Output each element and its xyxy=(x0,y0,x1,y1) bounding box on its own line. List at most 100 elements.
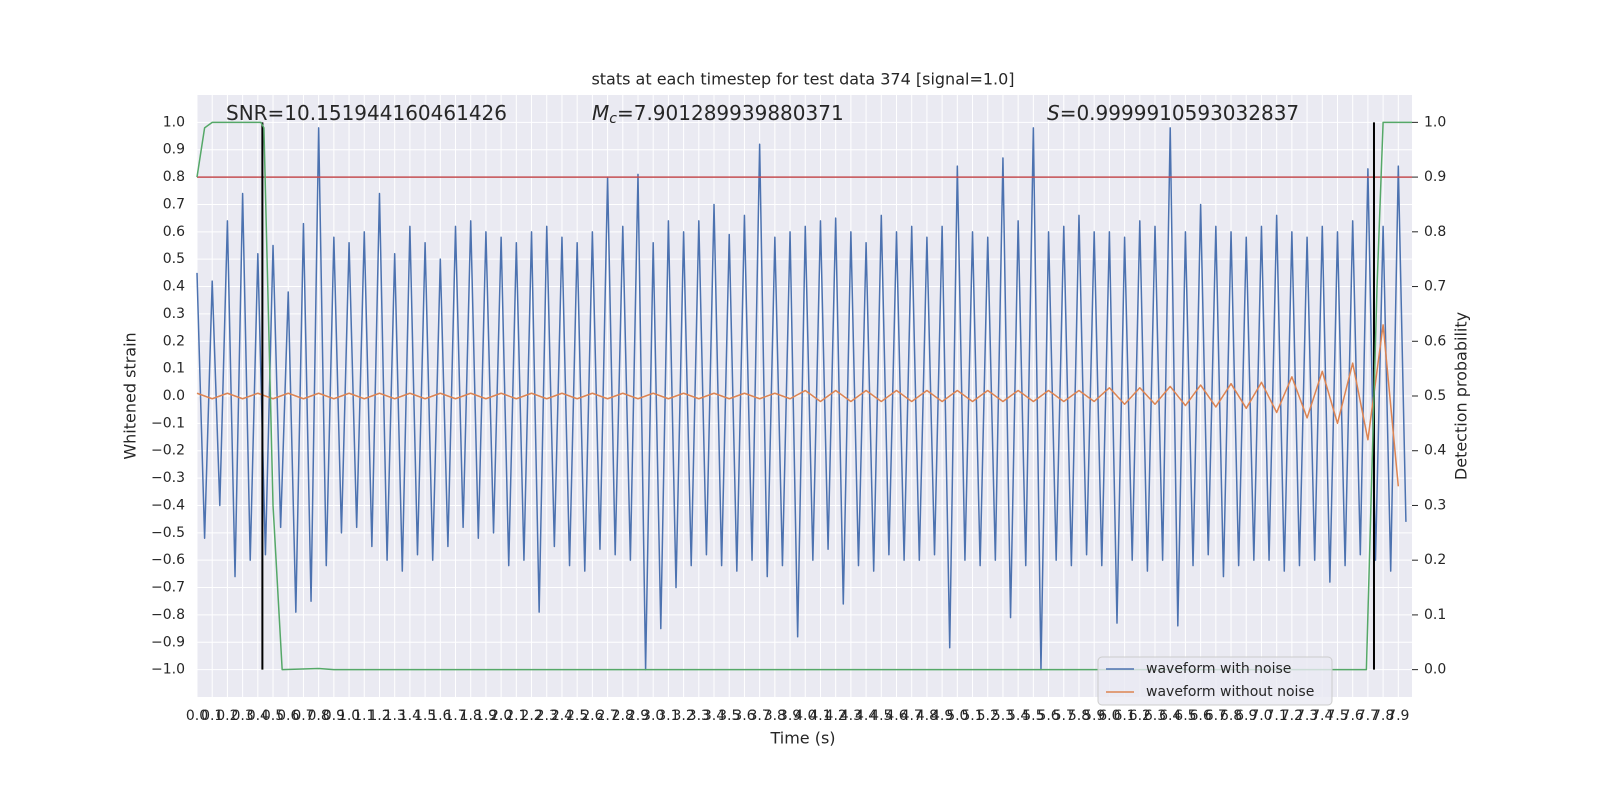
x-tick-label: 7.7 xyxy=(1357,708,1379,724)
x-tick-label: 5.5 xyxy=(1022,708,1044,724)
x-tick-label: 6.4 xyxy=(1159,708,1181,724)
x-tick-label: 3.2 xyxy=(672,708,694,724)
y2-tick-label: 0.3 xyxy=(1424,497,1446,513)
x-tick-label: 0.6 xyxy=(277,708,299,724)
chart-title: stats at each timestep for test data 374… xyxy=(591,70,1014,89)
y-tick-label: −0.4 xyxy=(151,497,185,513)
x-tick-label: 7.9 xyxy=(1387,708,1409,724)
x-tick-label: 0.8 xyxy=(308,708,330,724)
x-tick-label: 6.1 xyxy=(1113,708,1135,724)
series-line xyxy=(196,324,1400,487)
x-tick-label: 2.5 xyxy=(566,708,588,724)
legend-box xyxy=(1097,656,1333,706)
y2-tick-label: 0.5 xyxy=(1424,388,1446,404)
y-tick-label: −0.6 xyxy=(151,552,185,568)
series-line xyxy=(196,127,1407,671)
y-tick-label: −0.5 xyxy=(151,525,185,541)
x-tick-label: 0.3 xyxy=(231,708,253,724)
x-tick-label: 5.6 xyxy=(1037,708,1059,724)
x-tick-label: 4.9 xyxy=(931,708,953,724)
x-tick-label: 0.9 xyxy=(323,708,345,724)
x-tick-label: 6.8 xyxy=(1220,708,1242,724)
x-tick-label: 0.4 xyxy=(247,708,269,724)
x-tick-label: 7.5 xyxy=(1326,708,1348,724)
y-tick-label: −0.1 xyxy=(151,415,185,431)
y-tick-label: 0.6 xyxy=(163,224,185,240)
x-tick-label: 4.4 xyxy=(855,708,877,724)
x-tick-label: 3.5 xyxy=(718,708,740,724)
x-tick-label: 2.2 xyxy=(520,708,542,724)
x-axis-label: Time (s) xyxy=(769,729,835,748)
x-tick-label: 4.5 xyxy=(870,708,892,724)
x-tick-label: 5.2 xyxy=(977,708,999,724)
y2-tick-label: 0.8 xyxy=(1424,224,1446,240)
y2-axis-label: Detection probability xyxy=(1452,312,1471,480)
x-tick-label: 0.5 xyxy=(262,708,284,724)
x-tick-label: 2.9 xyxy=(627,708,649,724)
y-tick-label: −0.3 xyxy=(151,470,185,486)
x-tick-label: 6.6 xyxy=(1189,708,1211,724)
x-tick-label: 0.7 xyxy=(292,708,314,724)
x-tick-label: 7.3 xyxy=(1296,708,1318,724)
x-tick-label: 7.1 xyxy=(1266,708,1288,724)
x-tick-label: 1.5 xyxy=(414,708,436,724)
annotation-text: SNR=10.151944160461426 xyxy=(226,101,507,125)
y2-tick-label: 0.6 xyxy=(1424,333,1446,349)
x-tick-label: 6.7 xyxy=(1205,708,1227,724)
x-tick-label: 4.1 xyxy=(809,708,831,724)
x-tick-label: 2.1 xyxy=(505,708,527,724)
x-tick-label: 0.0 xyxy=(186,708,208,724)
x-tick-label: 0.2 xyxy=(216,708,238,724)
x-tick-label: 2.7 xyxy=(596,708,618,724)
x-tick-label: 5.0 xyxy=(946,708,968,724)
y2-tick-label: 0.7 xyxy=(1424,279,1446,295)
y2-tick-label: 0.1 xyxy=(1424,607,1446,623)
x-tick-label: 7.8 xyxy=(1372,708,1394,724)
x-tick-label: 5.8 xyxy=(1068,708,1090,724)
x-tick-label: 5.9 xyxy=(1083,708,1105,724)
annotation: SNR=10.151944160461426 xyxy=(226,101,507,125)
x-tick-label: 3.1 xyxy=(657,708,679,724)
detection-line xyxy=(196,121,1412,671)
y-tick-label: 0.3 xyxy=(163,306,185,322)
x-tick-label: 5.3 xyxy=(992,708,1014,724)
x-tick-label: 6.2 xyxy=(1129,708,1151,724)
x-tick-label: 7.6 xyxy=(1342,708,1364,724)
x-tick-label: 4.2 xyxy=(825,708,847,724)
annotation-symbol: M xyxy=(592,101,609,125)
x-tick-label: 1.6 xyxy=(429,708,451,724)
annotation: Mc=7.901289939880371 xyxy=(592,101,844,128)
y-tick-label: −1.0 xyxy=(151,662,185,678)
x-tick-label: 1.8 xyxy=(460,708,482,724)
annotation-subscript: c xyxy=(609,111,617,127)
x-tick-label: 6.9 xyxy=(1235,708,1257,724)
x-tick-label: 3.9 xyxy=(779,708,801,724)
x-tick-label: 5.7 xyxy=(1053,708,1075,724)
x-tick-label: 1.7 xyxy=(444,708,466,724)
y2-tick-label: 0.9 xyxy=(1424,169,1446,185)
x-tick-label: 6.0 xyxy=(1098,708,1120,724)
x-tick-label: 3.0 xyxy=(642,708,664,724)
x-tick-label: 2.0 xyxy=(490,708,512,724)
y-tick-label: −0.8 xyxy=(151,607,185,623)
x-tick-label: 7.2 xyxy=(1281,708,1303,724)
y-tick-label: 0.7 xyxy=(163,196,185,212)
y-tick-label: 0.9 xyxy=(163,142,185,158)
x-tick-label: 2.8 xyxy=(612,708,634,724)
x-tick-label: 5.1 xyxy=(961,708,983,724)
y-tick-label: 0.5 xyxy=(163,251,185,267)
x-tick-label: 4.0 xyxy=(794,708,816,724)
annotation-symbol: S xyxy=(1047,101,1060,125)
x-tick-label: 1.1 xyxy=(353,708,375,724)
y-tick-label: 0.0 xyxy=(163,388,185,404)
legend-label: waveform without noise xyxy=(1146,684,1314,700)
x-tick-label: 1.3 xyxy=(384,708,406,724)
x-tick-label: 7.0 xyxy=(1250,708,1272,724)
x-tick-label: 5.4 xyxy=(1007,708,1029,724)
x-tick-label: 1.2 xyxy=(368,708,390,724)
x-tick-label: 3.7 xyxy=(749,708,771,724)
y-tick-label: −0.7 xyxy=(151,580,185,596)
y-tick-label: 0.8 xyxy=(163,169,185,185)
annotation: S=0.9999910593032837 xyxy=(1047,101,1299,125)
